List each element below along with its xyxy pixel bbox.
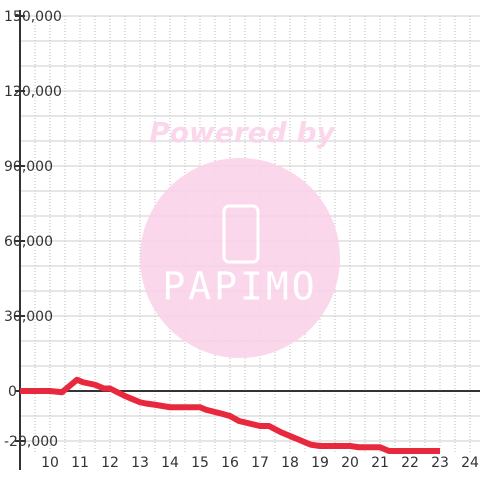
y-tick-label: 60,000 xyxy=(4,234,53,250)
x-tick-label: 14 xyxy=(161,455,179,471)
watermark-text: Powered by xyxy=(149,116,336,149)
y-tick-label: -20,000 xyxy=(4,434,58,450)
x-tick-label: 18 xyxy=(281,455,299,471)
x-tick-label: 16 xyxy=(221,455,239,471)
x-tick-label: 10 xyxy=(41,455,59,471)
x-tick-label: 22 xyxy=(401,455,419,471)
watermark: Powered by PAPIMO xyxy=(140,116,340,358)
y-tick-label: 150,000 xyxy=(4,9,62,25)
watermark-icon xyxy=(222,204,260,264)
data-line xyxy=(20,376,440,454)
x-tick-label: 13 xyxy=(131,455,149,471)
x-tick-label: 11 xyxy=(71,455,89,471)
x-tick-label: 23 xyxy=(431,455,449,471)
x-tick-label: 17 xyxy=(251,455,269,471)
x-tick-label: 20 xyxy=(341,455,359,471)
y-tick-label: 120,000 xyxy=(4,84,62,100)
x-tick-label: 24 xyxy=(461,455,479,471)
plot: -20,000 0 30,000 60,000 90,000 120,000 150,000… xyxy=(4,9,480,471)
x-tick-label: 15 xyxy=(191,455,209,471)
y-tick-label: 0 xyxy=(8,384,17,400)
x-tick-label: 12 xyxy=(101,455,119,471)
x-tick-label: 21 xyxy=(371,455,389,471)
watermark-logo: PAPIMO xyxy=(162,265,317,309)
y-tick-label: 30,000 xyxy=(4,309,53,325)
x-tick-label: 19 xyxy=(311,455,329,471)
watermark-circle xyxy=(140,158,340,358)
y-tick-label: 90,000 xyxy=(4,159,53,175)
